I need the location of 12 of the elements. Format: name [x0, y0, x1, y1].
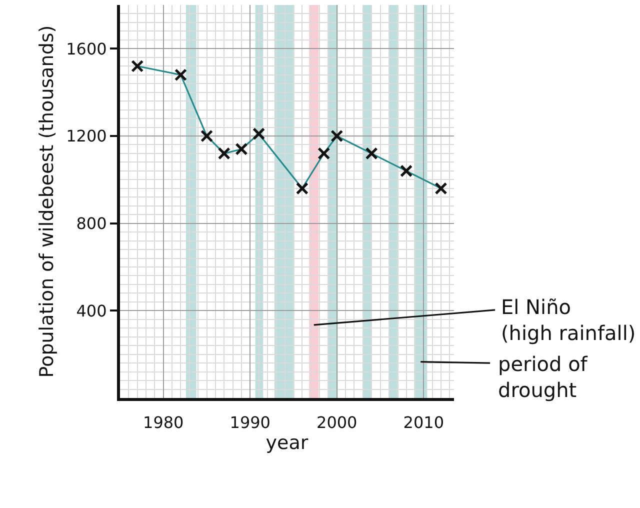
x-axis-title: year [266, 432, 308, 454]
x-tick-label: 2010 [403, 413, 444, 432]
x-tick-label: 2000 [316, 413, 358, 432]
y-tick-label: 1600 [66, 39, 107, 58]
x-tick-label: 1990 [230, 413, 270, 432]
y-tick-label: 800 [76, 214, 107, 233]
y-tick-label: 1200 [66, 126, 107, 146]
y-tick-label: 400 [76, 301, 107, 320]
band-label: El Niño (high rainfall) [501, 295, 636, 345]
band-label: period of drought [498, 352, 588, 402]
y-axis-title: Population of wildebeest (thousands) [36, 25, 58, 378]
x-tick-label: 1980 [143, 413, 184, 432]
